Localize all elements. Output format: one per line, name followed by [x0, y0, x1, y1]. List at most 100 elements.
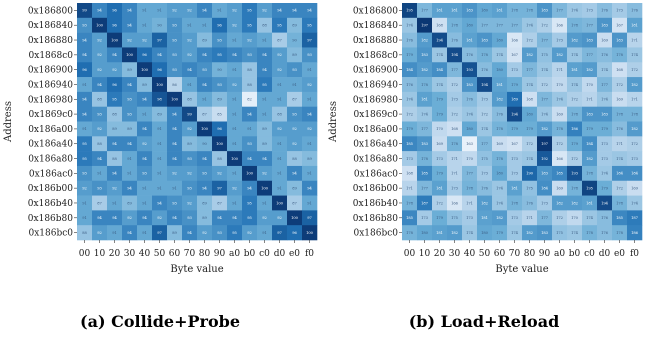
- cell-value-label: 174: [556, 98, 564, 102]
- heatmap-cell: [287, 62, 303, 78]
- heatmap-cell: [462, 225, 478, 241]
- heatmap-cell: [182, 225, 198, 241]
- heatmap-cell: [567, 32, 583, 48]
- cell-value-label: 96: [82, 68, 87, 72]
- cell-value-label: 173: [601, 157, 609, 161]
- cell-value-label: 174: [601, 98, 609, 102]
- cell-value-label: 92: [262, 172, 267, 176]
- cell-value-label: 175: [541, 53, 549, 57]
- x-tick-label: 20: [434, 249, 446, 259]
- heatmap-cell: [167, 77, 183, 93]
- heatmap-cell: [447, 62, 463, 78]
- heatmap-cell: [627, 165, 643, 182]
- heatmap-cell: [402, 77, 418, 93]
- y-tick-label: 0x186880: [28, 36, 73, 46]
- cell-value-label: 177: [496, 24, 504, 28]
- cell-value-label: 88: [112, 157, 117, 161]
- cell-value-label: 182: [586, 68, 593, 72]
- heatmap-cell: [197, 225, 213, 241]
- cell-value-label: 91: [232, 127, 237, 131]
- cell-value-label: 94: [307, 9, 312, 13]
- heatmap-cell: [402, 17, 418, 33]
- heatmap-cell: [92, 3, 108, 19]
- cell-value-label: 89: [187, 142, 192, 146]
- cell-value-label: 93: [217, 38, 222, 42]
- heatmap-cell: [107, 136, 123, 152]
- heatmap-cell: [167, 210, 183, 226]
- cell-value-label: 179: [436, 216, 444, 220]
- cell-value-label: 177: [526, 68, 534, 72]
- y-tick-label: 0x186800: [28, 6, 73, 16]
- heatmap-cell: [242, 32, 258, 48]
- heatmap-cell: [272, 47, 288, 63]
- heatmap-cell: [122, 77, 138, 93]
- cell-value-label: 94: [112, 172, 117, 176]
- heatmap-cell: [242, 3, 258, 19]
- heatmap-cell: [447, 180, 463, 196]
- cell-value-label: 182: [571, 201, 578, 205]
- heatmap-cell: [627, 121, 643, 137]
- cell-value-label: 176: [601, 9, 609, 13]
- heatmap-cell: [272, 225, 288, 241]
- cell-value-label: 171: [616, 142, 623, 146]
- cell-value-label: 189: [511, 98, 519, 102]
- cell-value-label: 94: [172, 157, 177, 161]
- heatmap-cell: [432, 136, 448, 152]
- heatmap-cell: [417, 136, 433, 152]
- cell-value-label: 177: [466, 172, 474, 176]
- heatmap-cell: [197, 62, 213, 78]
- heatmap-cell: [627, 3, 643, 19]
- cell-value-label: 100: [261, 186, 269, 190]
- heatmap-cell: [612, 151, 628, 167]
- heatmap-cell: [537, 210, 553, 226]
- cell-value-label: 174: [571, 53, 579, 57]
- x-tick-label: c0: [259, 249, 270, 259]
- heatmap-cell: [287, 91, 303, 107]
- cell-value-label: 91: [82, 83, 87, 87]
- heatmap-cell: [302, 91, 318, 107]
- cell-value-label: 181: [466, 38, 473, 42]
- cell-value-label: 94: [112, 53, 117, 57]
- heatmap-cell: [522, 77, 538, 93]
- heatmap-cell: [402, 136, 418, 152]
- cell-value-label: 93: [202, 172, 207, 176]
- cell-value-label: 178: [481, 53, 489, 57]
- cell-value-label: 194: [451, 53, 459, 57]
- cell-value-label: 174: [601, 172, 609, 176]
- heatmap-cell: [302, 32, 318, 48]
- heatmap-cell: [272, 62, 288, 78]
- heatmap-cell: [167, 151, 183, 167]
- cell-value-label: 174: [601, 68, 609, 72]
- heatmap-cell: [242, 195, 258, 211]
- cell-value-label: 185: [616, 216, 624, 220]
- cell-value-label: 197: [541, 142, 549, 146]
- y-tick-label: 0x186a00: [353, 125, 398, 135]
- heatmap-cell: [597, 121, 613, 137]
- cell-value-label: 91: [232, 98, 237, 102]
- cell-value-label: 194: [481, 83, 489, 87]
- cell-value-label: 94: [127, 9, 132, 13]
- cell-value-label: 178: [406, 201, 414, 205]
- cell-value-label: 182: [586, 157, 593, 161]
- cell-value-label: 195: [406, 9, 414, 13]
- cell-value-label: 92: [247, 231, 252, 235]
- heatmap-cell: [402, 121, 418, 137]
- heatmap-cell: [522, 195, 538, 211]
- heatmap-cell: [197, 106, 213, 122]
- heatmap-cell: [612, 47, 628, 63]
- heatmap-cell: [92, 225, 108, 241]
- cell-value-label: 95: [262, 83, 267, 87]
- y-tick-label: 0x186a80: [28, 155, 73, 165]
- cell-value-label: 90: [217, 68, 222, 72]
- cell-value-label: 170: [556, 83, 564, 87]
- cell-value-label: 182: [631, 83, 638, 87]
- cell-value-label: 181: [421, 98, 428, 102]
- cell-value-label: 91: [82, 127, 87, 131]
- heatmap-cell: [507, 47, 523, 63]
- cell-value-label: 94: [82, 112, 87, 116]
- cell-value-label: 180: [496, 38, 504, 42]
- y-tick-label: 0x186900: [28, 66, 73, 76]
- cell-value-label: 171: [466, 201, 473, 205]
- heatmap-cell: [287, 180, 303, 196]
- heatmap-cell: [302, 121, 318, 137]
